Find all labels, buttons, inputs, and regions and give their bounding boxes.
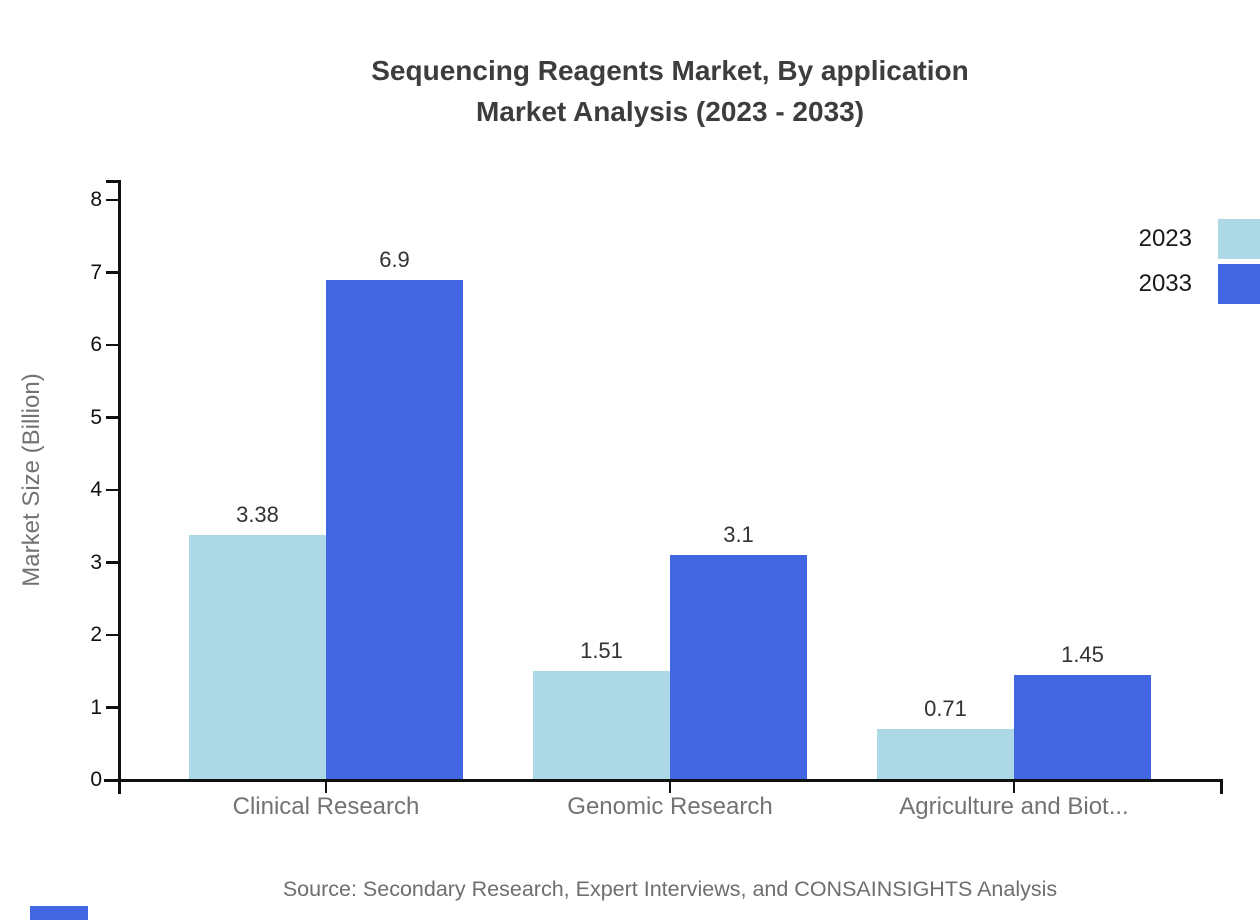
legend-row-2033: 2033 (1139, 264, 1260, 304)
y-tick (106, 271, 118, 274)
bar-2033-0 (326, 279, 463, 780)
bar-2023-0 (189, 534, 326, 780)
legend-label-2023: 2023 (1138, 225, 1192, 252)
y-tick-label: 0 (90, 768, 102, 791)
y-tick (106, 488, 118, 492)
y-tick-label: 6 (90, 333, 102, 356)
legend-label-2033: 2033 (1138, 270, 1192, 297)
y-tick (106, 198, 118, 202)
bar-2023-1 (533, 670, 670, 780)
chart-title-line2: Market Analysis (2023 - 2033) (475, 96, 865, 127)
legend-row-2023: 2023 (1139, 219, 1260, 259)
y-tick-label: 2 (90, 623, 102, 646)
brand-mark (30, 906, 88, 920)
y-tick (106, 561, 118, 564)
y-axis-end-cap (106, 180, 120, 183)
y-tick-label: 8 (90, 188, 102, 211)
x-tick-label: Agriculture and Biot... (899, 793, 1129, 820)
chart-title: Sequencing Reagents Market, By applicati… (120, 50, 1220, 132)
value-label: 0.71 (924, 695, 967, 721)
x-tick (324, 780, 328, 793)
y-tick-label: 4 (90, 478, 102, 501)
x-axis-end-cap (1220, 779, 1223, 794)
x-tick (1012, 780, 1016, 793)
y-axis-title: Market Size (Billion) (18, 373, 45, 587)
legend: 2023 2033 (1139, 219, 1260, 304)
value-label: 3.38 (236, 501, 279, 527)
bar-2033-2 (1014, 674, 1151, 780)
y-tick (106, 706, 118, 709)
legend-swatch-2033 (1218, 264, 1260, 304)
value-label: 6.9 (379, 246, 410, 272)
y-axis-line (118, 180, 121, 794)
y-tick (106, 633, 118, 637)
y-tick (106, 416, 118, 419)
x-tick (668, 780, 672, 793)
y-tick-label: 7 (90, 260, 102, 284)
bar-2023-2 (877, 728, 1014, 780)
value-label: 1.45 (1061, 641, 1104, 667)
y-tick-label: 1 (90, 695, 102, 719)
y-tick (106, 343, 118, 347)
x-axis-line (104, 779, 1223, 782)
x-tick-label: Clinical Research (232, 793, 420, 820)
value-label: 1.51 (580, 637, 623, 663)
value-label: 3.1 (723, 522, 754, 548)
legend-swatch-2023 (1218, 219, 1260, 259)
bar-2033-1 (670, 555, 807, 780)
x-tick-label: Genomic Research (567, 793, 773, 820)
y-tick-label: 3 (90, 550, 102, 574)
source-attribution: Source: Secondary Research, Expert Inter… (282, 877, 1058, 901)
chart-title-line1: Sequencing Reagents Market, By applicati… (371, 55, 969, 86)
y-tick-label: 5 (90, 405, 102, 429)
